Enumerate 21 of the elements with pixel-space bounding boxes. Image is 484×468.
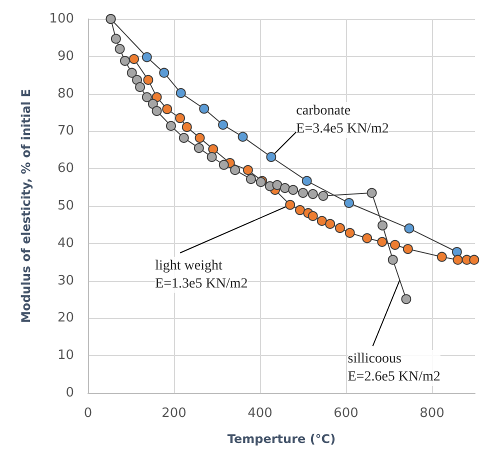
y-tick-label: 10 — [57, 348, 74, 364]
y-axis-title: Modulus of elesticity, % of initial E — [19, 89, 33, 323]
annotation: sillicoous E=2.6e5 KN/m2 — [348, 352, 440, 385]
annotation: carbonate E=3.4e5 KN/m2 — [296, 104, 389, 137]
y-tick-label: 0 — [66, 386, 74, 400]
y-tick-label: 80 — [57, 86, 74, 102]
y-tick-label: 40 — [57, 236, 74, 251]
x-axis-title: Temperture (°C) — [227, 432, 336, 446]
y-tick-label: 20 — [57, 310, 74, 326]
y-tick-label: 60 — [57, 161, 74, 176]
y-tick-label: 30 — [57, 273, 74, 288]
y-tick-label: 50 — [57, 198, 74, 214]
x-tick-label: 800 — [420, 406, 444, 421]
x-tick-label: 600 — [334, 406, 358, 421]
x-tick-label: 400 — [248, 406, 272, 421]
y-tick-label: 100 — [49, 12, 74, 26]
y-tick-label: 70 — [57, 124, 74, 139]
y-tick-label: 90 — [57, 48, 74, 64]
x-tick-label: 0 — [84, 406, 92, 421]
annotation: light weight E=1.3e5 KN/m2 — [155, 258, 248, 292]
x-tick-label: 200 — [162, 406, 186, 421]
